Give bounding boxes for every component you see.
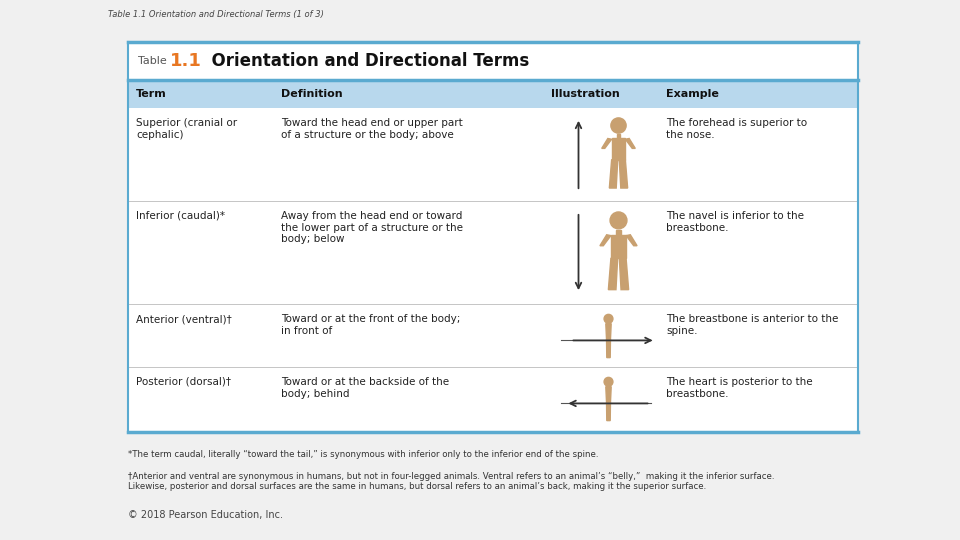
Text: Away from the head end or toward
the lower part of a structure or the
body; belo: Away from the head end or toward the low… <box>281 211 463 244</box>
Text: The navel is inferior to the
breastbone.: The navel is inferior to the breastbone. <box>666 211 804 233</box>
Polygon shape <box>607 402 611 421</box>
Text: Superior (cranial or
cephalic): Superior (cranial or cephalic) <box>136 118 237 140</box>
Bar <box>611 235 626 259</box>
Bar <box>616 134 620 138</box>
Polygon shape <box>619 259 629 289</box>
Polygon shape <box>609 259 617 289</box>
Text: Example: Example <box>666 89 719 99</box>
Polygon shape <box>600 235 611 246</box>
Text: The heart is posterior to the
breastbone.: The heart is posterior to the breastbone… <box>666 377 812 399</box>
Polygon shape <box>610 160 617 188</box>
Text: Table: Table <box>138 56 167 66</box>
Polygon shape <box>625 138 636 149</box>
Text: Toward the head end or upper part
of a structure or the body; above: Toward the head end or upper part of a s… <box>281 118 463 140</box>
Text: 1.1: 1.1 <box>170 52 202 70</box>
Text: Orientation and Directional Terms: Orientation and Directional Terms <box>200 52 529 70</box>
Polygon shape <box>619 160 628 188</box>
Polygon shape <box>606 323 612 340</box>
Text: Definition: Definition <box>281 89 343 99</box>
Bar <box>616 230 620 235</box>
Text: Toward or at the backside of the
body; behind: Toward or at the backside of the body; b… <box>281 377 449 399</box>
Circle shape <box>611 118 626 133</box>
Circle shape <box>610 212 627 229</box>
Polygon shape <box>607 340 611 357</box>
Circle shape <box>604 377 612 386</box>
Text: Term: Term <box>136 89 167 99</box>
Polygon shape <box>606 387 612 402</box>
Text: *The term caudal, literally “toward the tail,” is synonymous with inferior only : *The term caudal, literally “toward the … <box>128 450 598 459</box>
Text: The forehead is superior to
the nose.: The forehead is superior to the nose. <box>666 118 807 140</box>
Text: †Anterior and ventral are synonymous in humans, but not in four-legged animals. : †Anterior and ventral are synonymous in … <box>128 472 775 491</box>
Bar <box>128 42 858 432</box>
Text: Posterior (dorsal)†: Posterior (dorsal)† <box>136 377 231 387</box>
Text: Toward or at the front of the body;
in front of: Toward or at the front of the body; in f… <box>281 314 461 335</box>
Text: Illustration: Illustration <box>551 89 620 99</box>
Bar <box>128 80 858 108</box>
Polygon shape <box>602 138 612 149</box>
Bar <box>612 138 625 160</box>
Text: The breastbone is anterior to the
spine.: The breastbone is anterior to the spine. <box>666 314 838 335</box>
Polygon shape <box>626 235 637 246</box>
Text: Anterior (ventral)†: Anterior (ventral)† <box>136 314 231 324</box>
Text: Inferior (caudal)*: Inferior (caudal)* <box>136 211 225 221</box>
Text: Table 1.1 Orientation and Directional Terms (1 of 3): Table 1.1 Orientation and Directional Te… <box>108 10 324 19</box>
Circle shape <box>604 314 612 323</box>
Bar <box>128 42 858 80</box>
Text: © 2018 Pearson Education, Inc.: © 2018 Pearson Education, Inc. <box>128 510 283 520</box>
